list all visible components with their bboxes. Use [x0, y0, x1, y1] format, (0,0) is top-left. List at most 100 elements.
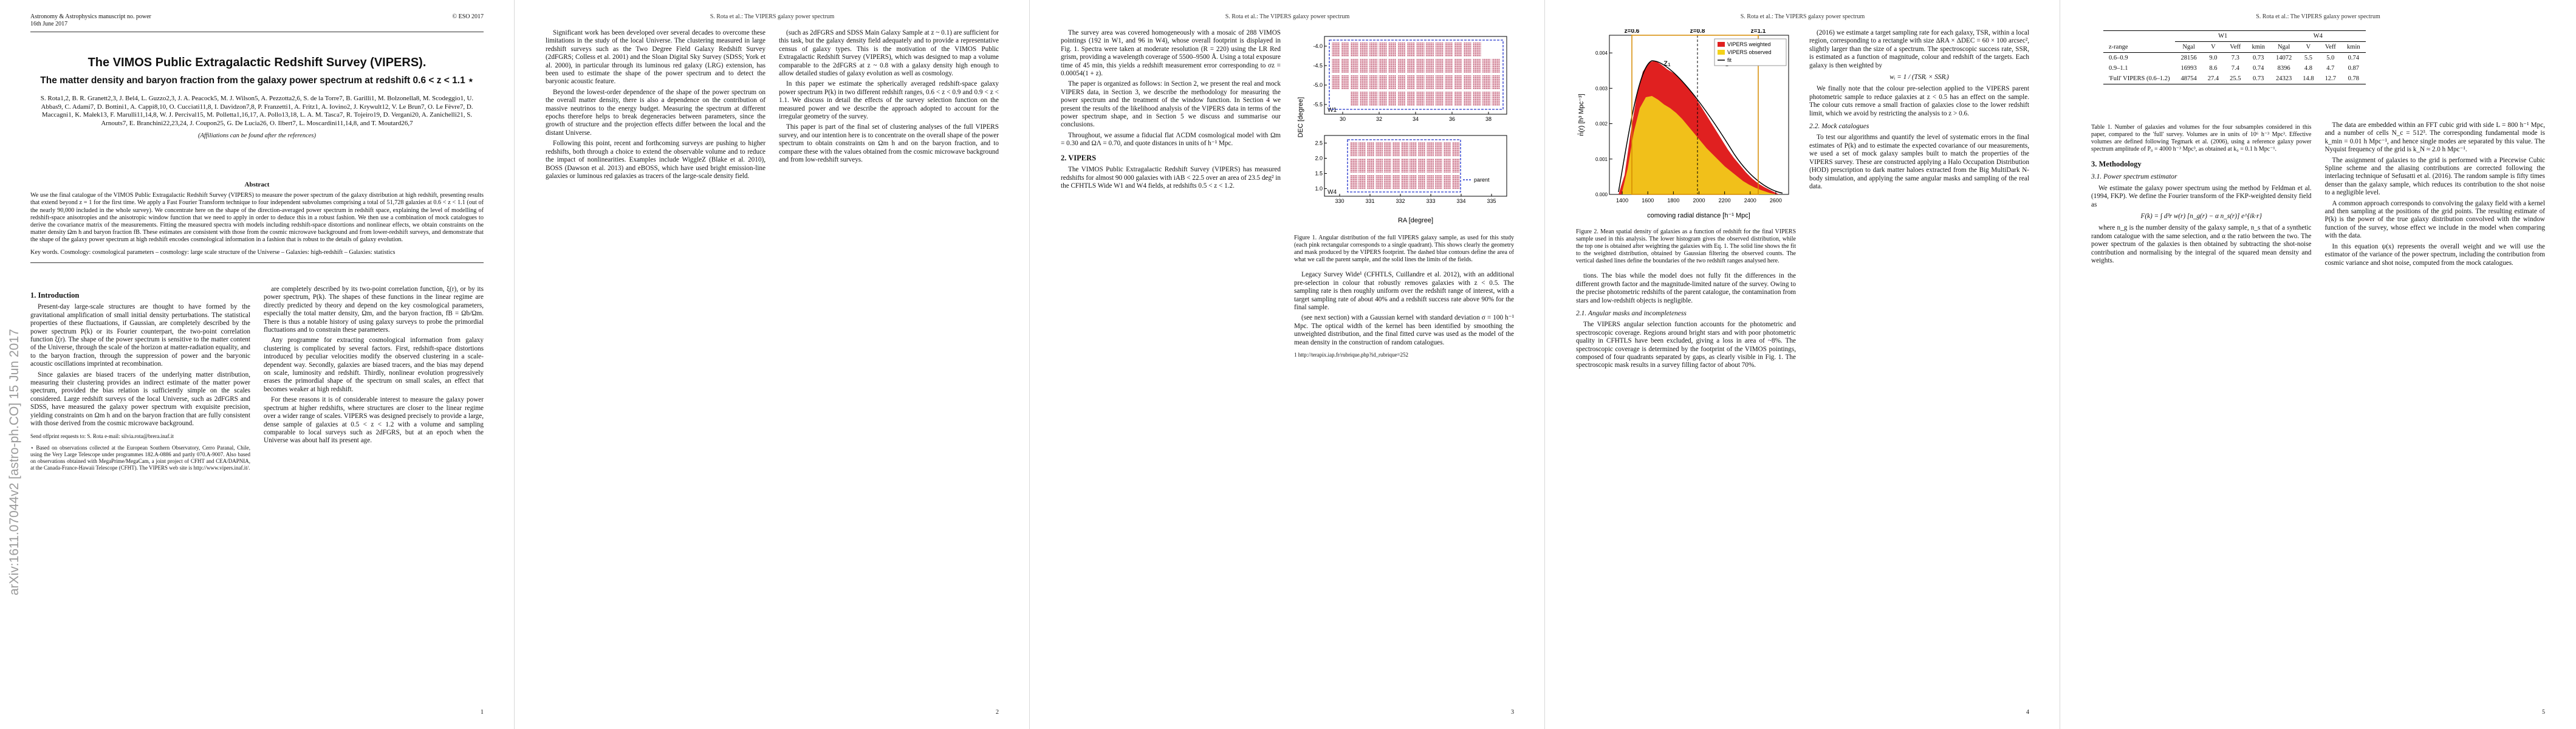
table-cell: 12.7	[2324, 75, 2337, 82]
galaxy-quadrant	[1388, 43, 1396, 56]
table-cell: 0.73	[2253, 75, 2264, 82]
galaxy-quadrant	[1464, 59, 1471, 73]
paragraph: tions. The bias while the model does not…	[1576, 272, 1796, 304]
galaxy-quadrant	[1452, 142, 1459, 156]
authors: S. Rota1,2, B. R. Granett2,3, J. Bel4, L…	[40, 95, 474, 127]
galaxy-quadrant	[1454, 75, 1462, 89]
paragraph: Beyond the lowest-order dependence of th…	[546, 88, 766, 137]
table-cell: 24323	[2276, 75, 2292, 82]
y-tick-label: -4.5	[1313, 63, 1323, 69]
page-number: 3	[1511, 709, 1514, 716]
x-tick-label: 2600	[1770, 197, 1782, 204]
x-axis-label: RA [degree]	[1398, 217, 1433, 224]
column: Table 1. Number of galaxies and volumes …	[2091, 122, 2312, 699]
galaxy-quadrant	[1332, 43, 1340, 56]
column-header: V	[2306, 44, 2311, 50]
column-header: kmin	[2252, 44, 2266, 50]
table-cell: 0.87	[2348, 65, 2360, 72]
arxiv-sidebar: arXiv:1611.07044v2 [astro-ph.CO] 15 Jun …	[5, 255, 22, 595]
paragraph: In this equation ψ(x) represents the ove…	[2324, 242, 2546, 267]
table-cell: 25.5	[2230, 75, 2241, 82]
table-cell: 4.8	[2304, 65, 2313, 72]
z-label: z=0.8	[1690, 29, 1705, 35]
galaxy-quadrant	[1360, 92, 1368, 106]
columns: The survey area was covered homogeneousl…	[1061, 29, 1514, 699]
paragraph: (such as 2dFGRS and SDSS Main Galaxy Sam…	[779, 29, 999, 78]
x-tick-label: 331	[1365, 198, 1374, 204]
section-heading: 2. VIPERS	[1061, 153, 1097, 162]
abstract-block: Abstract We use the final catalogue of t…	[30, 181, 484, 263]
y-tick-label: 1.5	[1315, 171, 1323, 177]
galaxy-quadrant	[1369, 59, 1377, 73]
table-cell: 28156	[2180, 55, 2197, 61]
running-head: S. Rota et al.: The VIPERS galaxy power …	[1740, 13, 1865, 20]
caption: Figure 2. Mean spatial density of galaxi…	[1576, 228, 1796, 265]
table-row: W1 W4	[2103, 30, 2366, 42]
galaxy-quadrant	[1367, 159, 1374, 173]
galaxy-quadrant	[1444, 175, 1451, 189]
y-tick-label: -4.0	[1313, 43, 1323, 49]
caption: Figure 1. Angular distribution of the fu…	[1294, 234, 1514, 264]
y-tick-label: 0.003	[1595, 86, 1608, 91]
table-cell: 14.8	[2303, 75, 2314, 82]
legend-swatch	[1718, 50, 1725, 55]
galaxy-quadrant	[1492, 75, 1500, 89]
galaxy-quadrant	[1427, 142, 1434, 156]
galaxy-quadrant	[1369, 92, 1377, 106]
galaxy-quadrant	[1369, 75, 1377, 89]
abstract: We use the final catalogue of the VIMOS …	[30, 192, 484, 244]
column-header: kmin	[2347, 44, 2360, 50]
table-cell: 7.4	[2231, 65, 2239, 72]
page-number: 1	[481, 709, 484, 716]
galaxy-quadrant	[1445, 43, 1453, 56]
x-tick-label: 1600	[1642, 197, 1654, 204]
equation: wᵢ = 1 / (TSRᵢ × SSRᵢ)	[1889, 74, 1949, 81]
galaxy-quadrant	[1473, 75, 1481, 89]
galaxy-quadrant	[1492, 59, 1500, 73]
table-cell: 0.6–0.9	[2109, 55, 2128, 61]
galaxy-quadrant	[1473, 92, 1481, 106]
paragraph: The assignment of galaxies to the grid i…	[2324, 156, 2546, 197]
galaxy-quadrant	[1452, 159, 1459, 173]
group-header: W4	[2270, 30, 2366, 42]
x-tick-label: 333	[1426, 198, 1435, 204]
column: The survey area was covered homogeneousl…	[1061, 29, 1281, 699]
galaxy-quadrant	[1379, 92, 1387, 106]
galaxy-quadrant	[1397, 43, 1406, 56]
galaxy-quadrant	[1397, 59, 1406, 73]
y-tick-label: -5.5	[1313, 101, 1323, 108]
running-head: S. Rota et al.: The VIPERS galaxy power …	[710, 13, 835, 20]
y-axis-label: DEC [degree]	[1297, 97, 1304, 138]
paper-page: S. Rota et al.: The VIPERS galaxy power …	[1546, 0, 2060, 729]
galaxy-quadrant	[1435, 75, 1444, 89]
data-table: W1 W4 z-range Ngal V Veff kmin Ngal V Veff kmin 0.6…	[2103, 30, 2366, 84]
journal-info: Astronomy & Astrophysics manuscript no. …	[30, 13, 151, 28]
columns: Significant work has been developed over…	[546, 29, 999, 699]
galaxy-quadrant	[1358, 159, 1366, 173]
footnote: Send offprint requests to: S. Rota e-mai…	[30, 433, 174, 439]
paragraph: The data are embedded within an FFT cubi…	[2324, 122, 2546, 154]
galaxy-quadrant	[1384, 159, 1391, 173]
y-tick-label: 0.000	[1595, 192, 1608, 197]
galaxy-quadrant	[1482, 59, 1490, 73]
galaxy-quadrant	[1426, 75, 1434, 89]
table-cell: 'Full' VIPERS (0.6–1.2)	[2109, 75, 2170, 82]
section-heading: 3. Methodology	[2091, 160, 2142, 168]
column: 1. Introduction Present-day large-scale s…	[30, 286, 250, 699]
keywords: Key words. Cosmology: cosmological param…	[30, 248, 396, 256]
figure-density: z=0.6 z=0.8 z=1.1 z₁ z₂ VIPERS weighted …	[1577, 29, 1789, 219]
subsection-heading: 2.1. Angular masks and incompleteness	[1576, 310, 1687, 318]
x-tick-label: 330	[1335, 198, 1344, 204]
galaxy-quadrant	[1492, 92, 1500, 106]
x-tick-label: 1800	[1667, 197, 1679, 204]
observed-histogram	[1622, 96, 1776, 194]
galaxy-quadrant	[1392, 159, 1400, 173]
galaxy-quadrant	[1464, 92, 1471, 106]
galaxy-quadrant	[1375, 175, 1383, 189]
table-cell: 48754	[2180, 75, 2197, 82]
paragraph: In this paper we estimate the sphericall…	[779, 80, 999, 121]
copyright: © ESO 2017	[452, 13, 484, 20]
y-tick-label: 0.001	[1595, 157, 1608, 162]
galaxy-quadrant	[1388, 92, 1396, 106]
